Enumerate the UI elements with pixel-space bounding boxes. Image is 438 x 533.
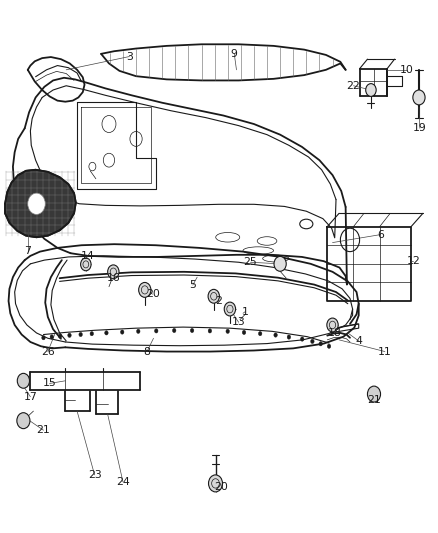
Circle shape [50, 335, 53, 339]
Text: 3: 3 [126, 52, 133, 61]
Circle shape [17, 413, 30, 429]
Circle shape [28, 193, 45, 214]
Circle shape [191, 328, 194, 333]
Text: 1: 1 [242, 306, 249, 317]
Circle shape [58, 334, 62, 338]
Circle shape [105, 331, 108, 335]
Text: 18: 18 [328, 328, 342, 338]
Circle shape [208, 329, 212, 333]
Text: 23: 23 [88, 470, 102, 480]
Text: 21: 21 [37, 425, 50, 435]
Text: 7: 7 [25, 246, 31, 255]
Circle shape [319, 342, 322, 346]
Circle shape [90, 332, 94, 336]
Text: 21: 21 [367, 395, 381, 406]
Text: 4: 4 [355, 336, 362, 346]
Circle shape [413, 90, 425, 105]
Circle shape [327, 344, 331, 349]
Circle shape [274, 333, 277, 337]
Circle shape [300, 337, 304, 341]
Circle shape [79, 333, 82, 337]
Circle shape [224, 302, 236, 316]
Text: 9: 9 [231, 49, 238, 59]
Circle shape [42, 336, 45, 340]
Text: 15: 15 [43, 378, 57, 389]
Text: 10: 10 [400, 65, 413, 75]
Circle shape [81, 258, 91, 271]
Text: 20: 20 [146, 289, 159, 299]
Circle shape [108, 265, 119, 279]
Text: 19: 19 [413, 123, 427, 133]
Text: 6: 6 [377, 230, 384, 240]
Text: 2: 2 [215, 296, 223, 306]
Circle shape [366, 84, 376, 96]
Circle shape [226, 329, 230, 334]
Text: 5: 5 [189, 280, 196, 290]
Circle shape [173, 328, 176, 333]
Circle shape [155, 329, 158, 333]
Circle shape [258, 332, 262, 336]
Circle shape [120, 330, 124, 334]
Text: 12: 12 [406, 256, 420, 266]
Circle shape [367, 386, 381, 402]
Text: 26: 26 [41, 346, 55, 357]
Text: 13: 13 [232, 317, 246, 327]
Circle shape [17, 373, 29, 388]
Circle shape [208, 289, 219, 303]
Circle shape [139, 282, 151, 297]
Polygon shape [5, 169, 76, 237]
Text: 20: 20 [214, 482, 228, 492]
Circle shape [274, 256, 286, 271]
Circle shape [287, 335, 291, 339]
Circle shape [311, 340, 314, 343]
Circle shape [208, 475, 223, 492]
Text: 16: 16 [106, 273, 120, 283]
Circle shape [137, 329, 140, 334]
Circle shape [242, 330, 246, 335]
Text: 25: 25 [244, 257, 257, 267]
Text: 24: 24 [116, 477, 130, 487]
Text: 11: 11 [378, 346, 392, 357]
Text: 17: 17 [24, 392, 37, 402]
Circle shape [68, 333, 71, 337]
Text: 14: 14 [81, 251, 95, 261]
Text: 8: 8 [144, 346, 150, 357]
Text: 22: 22 [346, 81, 360, 91]
Circle shape [327, 318, 338, 332]
